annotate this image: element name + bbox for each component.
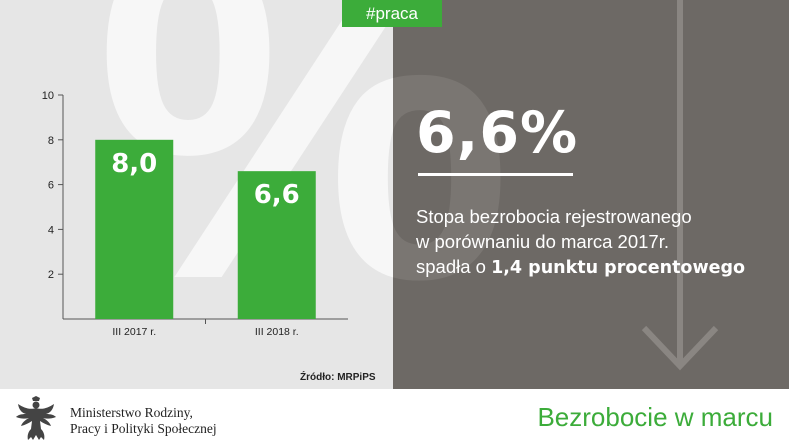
description-line-1: Stopa bezrobocia rejestrowanego — [416, 206, 692, 227]
description-line-2: w porównaniu do marca 2017r. — [416, 231, 669, 252]
x-tick-label: III 2017 r. — [112, 326, 156, 338]
headline-value: 6,6% — [416, 100, 579, 166]
footer-title: Bezrobocie w marcu — [537, 402, 773, 432]
description-highlight: 1,4 punktu procentowego — [491, 258, 746, 278]
description-line-3: spadła o 1,4 punktu procentowego — [416, 254, 784, 281]
y-tick-label: 4 — [48, 224, 54, 236]
description-text: Stopa bezrobocia rejestrowanego w porówn… — [416, 204, 784, 281]
x-tick-label: III 2018 r. — [255, 326, 299, 338]
source-note: Źródło: MRPiPS — [300, 372, 376, 383]
ministry-name-line-2: Pracy i Polityki Społecznej — [70, 421, 217, 436]
ministry-name-line-1: Ministerstwo Rodziny, — [70, 405, 193, 420]
description-line-3-prefix: spadła o — [416, 256, 492, 277]
footer-bar — [0, 389, 789, 446]
bar — [95, 139, 174, 319]
y-tick-label: 10 — [42, 90, 54, 102]
down-arrow-icon — [641, 0, 719, 371]
bar-data-label: 8,0 — [111, 149, 157, 179]
bar-data-label: 6,6 — [254, 180, 300, 210]
summary-panel: % — [393, 0, 789, 389]
eagle-emblem-icon — [16, 396, 56, 440]
hashtag-badge: #praca — [342, 0, 442, 27]
y-tick-label: 8 — [48, 135, 54, 147]
bar — [237, 171, 316, 319]
y-tick-label: 2 — [48, 269, 54, 281]
bar-chart: 2 4 6 8 10 8,0 III 2017 r. 6,6 III 2018 r. — [42, 90, 348, 338]
y-tick-label: 6 — [48, 180, 54, 192]
headline-underline — [418, 173, 573, 176]
ministry-name: Ministerstwo Rodziny, Pracy i Polityki S… — [70, 405, 217, 437]
